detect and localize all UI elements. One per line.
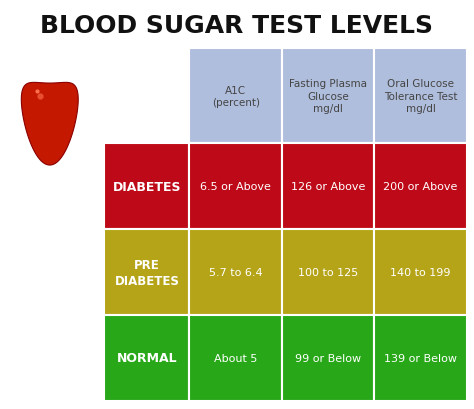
Bar [374, 144, 467, 229]
Bar [190, 229, 282, 315]
Bar [104, 144, 190, 229]
Text: 100 to 125: 100 to 125 [298, 267, 358, 277]
Bar [282, 144, 374, 229]
Bar [374, 315, 467, 401]
Text: Fasting Plasma
Glucose
mg/dl: Fasting Plasma Glucose mg/dl [289, 79, 367, 114]
Text: PRE
DIABETES: PRE DIABETES [114, 258, 179, 287]
Text: NORMAL: NORMAL [117, 352, 177, 364]
Bar [190, 315, 282, 401]
Bar [374, 49, 467, 144]
Text: 5.7 to 6.4: 5.7 to 6.4 [209, 267, 263, 277]
Bar [374, 229, 467, 315]
Text: 6.5 or Above: 6.5 or Above [201, 182, 271, 192]
Text: 200 or Above: 200 or Above [383, 182, 458, 192]
Text: 99 or Below: 99 or Below [295, 353, 361, 363]
Bar [282, 49, 374, 144]
Text: BLOOD SUGAR TEST LEVELS: BLOOD SUGAR TEST LEVELS [40, 14, 434, 38]
Text: Oral Glucose
Tolerance Test
mg/dl: Oral Glucose Tolerance Test mg/dl [384, 79, 457, 114]
Polygon shape [21, 83, 78, 166]
Text: DIABETES: DIABETES [113, 180, 181, 193]
Text: 140 to 199: 140 to 199 [391, 267, 451, 277]
Text: 139 or Below: 139 or Below [384, 353, 457, 363]
Bar [190, 144, 282, 229]
Bar [190, 49, 282, 144]
Bar [104, 315, 190, 401]
Text: 126 or Above: 126 or Above [291, 182, 365, 192]
Bar [282, 229, 374, 315]
Bar [104, 229, 190, 315]
Text: A1C
(percent): A1C (percent) [212, 85, 260, 108]
Text: About 5: About 5 [214, 353, 257, 363]
Bar [282, 315, 374, 401]
